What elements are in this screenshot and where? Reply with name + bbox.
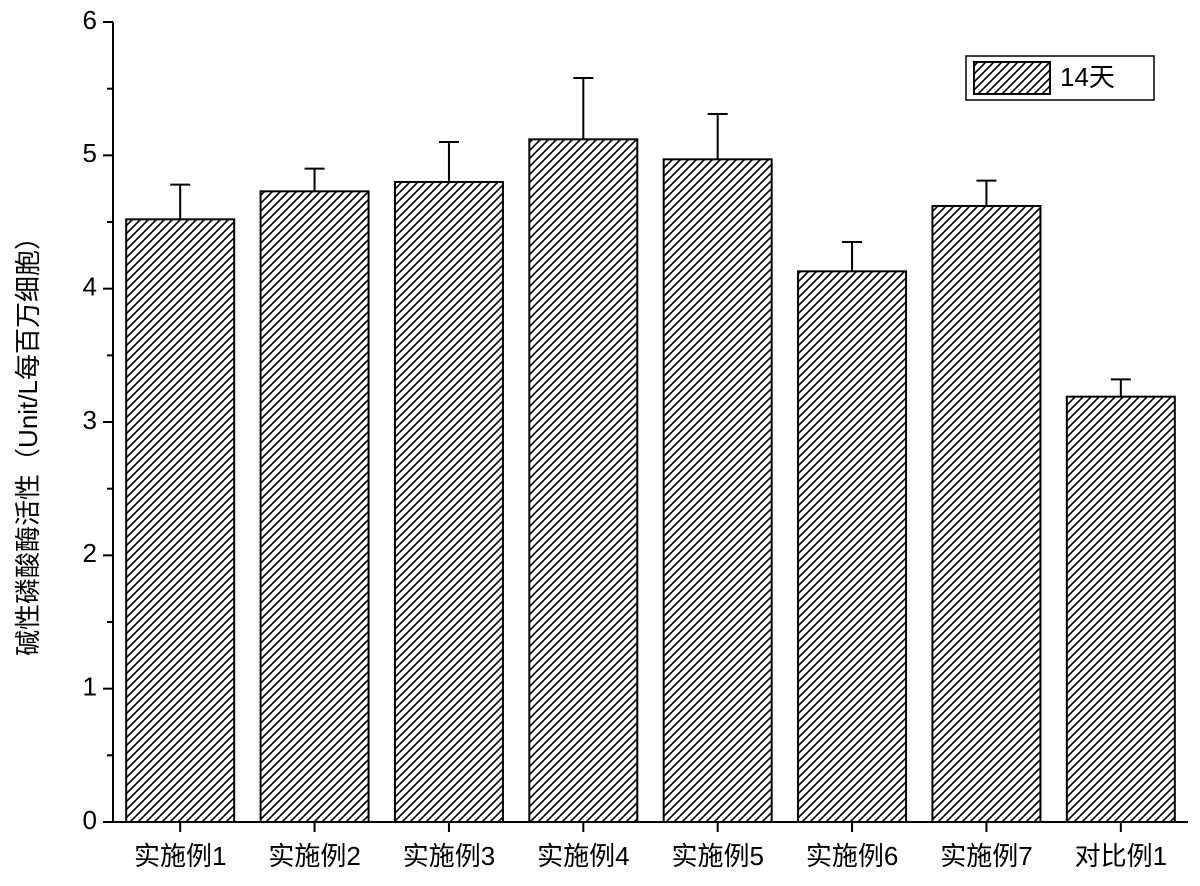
y-tick-label: 0 — [83, 805, 97, 835]
bar — [662, 158, 773, 824]
error-bar — [976, 179, 997, 206]
error-bar — [170, 183, 191, 220]
error-bar — [707, 113, 728, 160]
error-bar — [1110, 378, 1131, 397]
error-bar — [304, 167, 325, 192]
bar — [259, 190, 370, 824]
x-tick-label: 实施例4 — [537, 841, 629, 871]
y-tick-label: 1 — [83, 672, 97, 702]
y-tick-label: 4 — [83, 272, 97, 302]
bar — [797, 270, 908, 824]
x-tick-label: 实施例3 — [403, 841, 495, 871]
bar — [931, 205, 1042, 823]
y-axis-label: 碱性磷酸酶活性（Unit/L每百万细胞） — [13, 224, 43, 656]
bar — [393, 181, 504, 823]
x-tick-label: 实施例6 — [806, 841, 898, 871]
x-tick-label: 对比例1 — [1075, 841, 1167, 871]
x-tick-label: 实施例1 — [134, 841, 226, 871]
error-bar — [842, 241, 863, 272]
x-tick-label: 实施例5 — [671, 841, 763, 871]
y-tick-label: 6 — [83, 5, 97, 35]
legend-label: 14天 — [1060, 62, 1115, 92]
y-tick-label: 2 — [83, 538, 97, 568]
error-bar — [438, 141, 459, 182]
legend-swatch — [973, 61, 1051, 95]
x-tick-label: 实施例7 — [940, 841, 1032, 871]
y-tick-label: 5 — [83, 138, 97, 168]
bar — [125, 218, 236, 824]
bar — [528, 138, 639, 824]
bar — [1065, 395, 1176, 823]
x-tick-label: 实施例2 — [268, 841, 360, 871]
y-tick-label: 3 — [83, 405, 97, 435]
error-bar — [573, 77, 594, 140]
